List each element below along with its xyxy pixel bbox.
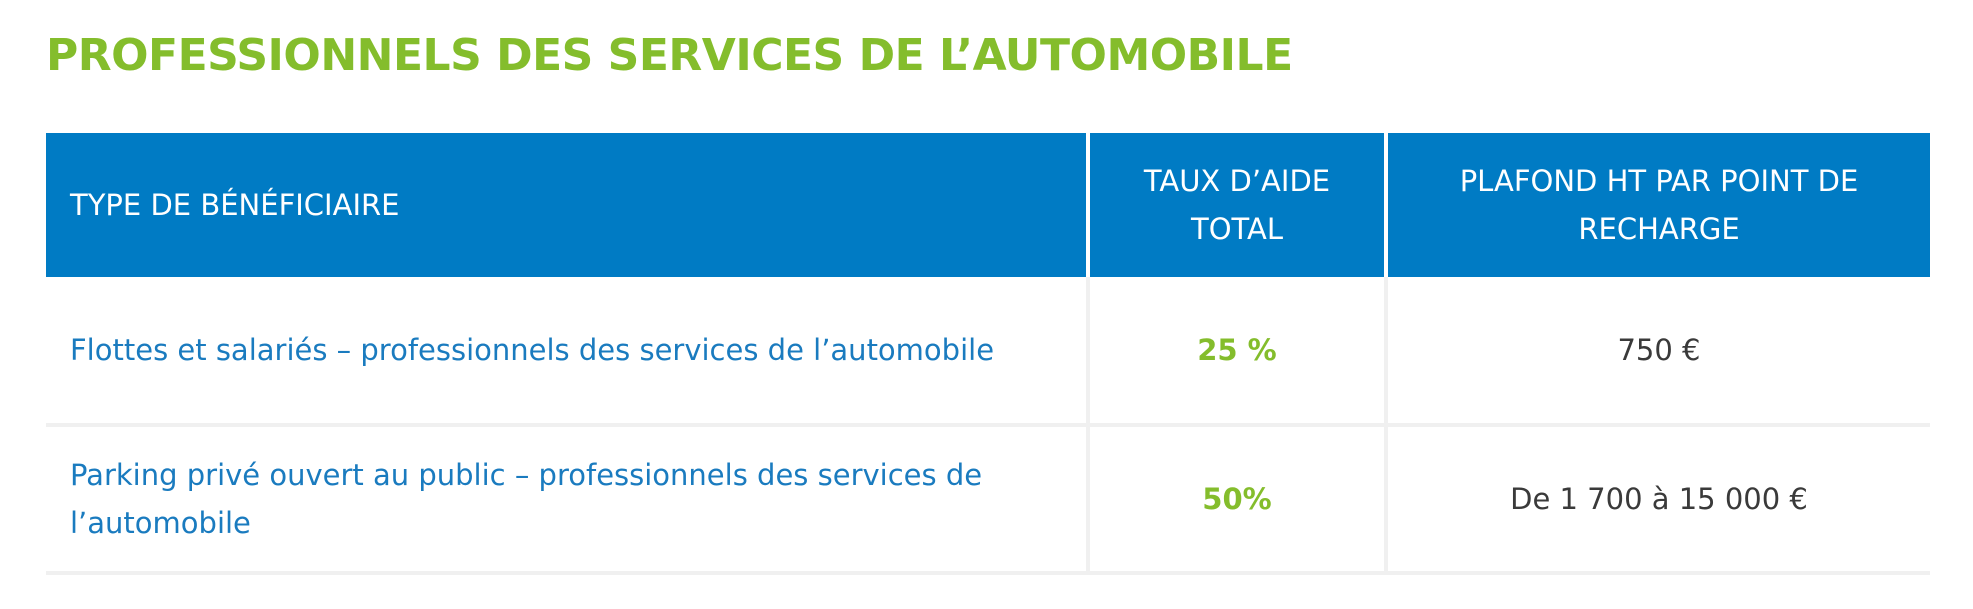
header-cap-per-point: PLAFOND HT PAR POINT DE RECHARGE bbox=[1386, 133, 1930, 277]
page-title: PROFESSIONNELS DES SERVICES DE L’AUTOMOB… bbox=[46, 30, 1293, 81]
aid-rate-cell: 50% bbox=[1088, 425, 1388, 575]
table-header-row: TYPE DE BÉNÉFICIAIRE TAUX D’AIDE TOTAL P… bbox=[46, 133, 1930, 277]
beneficiary-type-cell: Flottes et salariés – professionnels des… bbox=[46, 277, 1090, 427]
table-body: Flottes et salariés – professionnels des… bbox=[46, 277, 1930, 575]
table-header: TYPE DE BÉNÉFICIAIRE TAUX D’AIDE TOTAL P… bbox=[46, 133, 1930, 277]
header-beneficiary-type: TYPE DE BÉNÉFICIAIRE bbox=[46, 133, 1090, 277]
aid-rate-cell: 25 % bbox=[1088, 277, 1388, 427]
header-aid-rate: TAUX D’AIDE TOTAL bbox=[1088, 133, 1388, 277]
table-row: Flottes et salariés – professionnels des… bbox=[46, 277, 1930, 427]
cap-cell: De 1 700 à 15 000 € bbox=[1386, 425, 1930, 575]
table-row: Parking privé ouvert au public – profess… bbox=[46, 425, 1930, 575]
beneficiary-type-cell: Parking privé ouvert au public – profess… bbox=[46, 425, 1090, 575]
cap-cell: 750 € bbox=[1386, 277, 1930, 427]
aid-table: TYPE DE BÉNÉFICIAIRE TAUX D’AIDE TOTAL P… bbox=[46, 133, 1930, 575]
